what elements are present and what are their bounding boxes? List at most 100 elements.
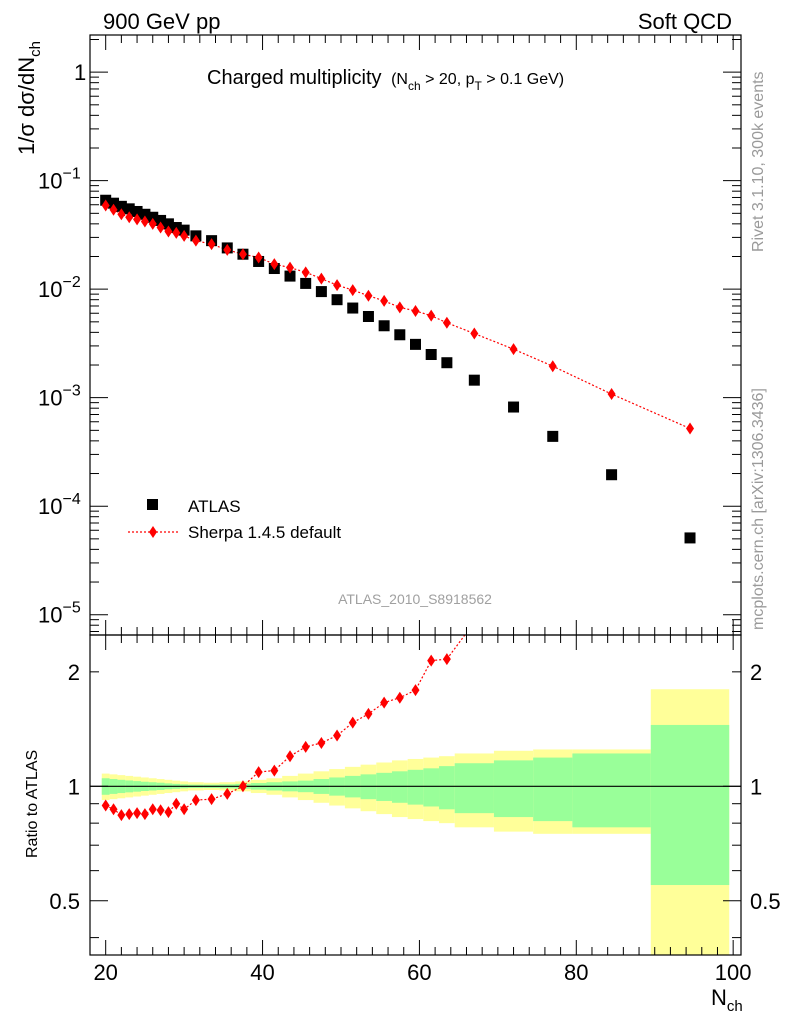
sherpa-point bbox=[238, 248, 247, 261]
ratio-y-tick-label-right: 1 bbox=[750, 774, 762, 799]
ratio-sherpa-point bbox=[207, 793, 216, 806]
sherpa-point bbox=[180, 229, 189, 242]
stat-uncertainty-band bbox=[423, 768, 440, 807]
sherpa-point bbox=[286, 261, 295, 274]
atlas-point bbox=[606, 469, 618, 481]
header-right: Soft QCD bbox=[638, 9, 732, 34]
stat-uncertainty-band bbox=[650, 724, 730, 886]
ratio-marks bbox=[90, 536, 741, 955]
ratio-sherpa-point bbox=[191, 794, 200, 807]
main-title-open: (N bbox=[391, 71, 408, 88]
x-tick-label: 40 bbox=[250, 960, 274, 985]
sherpa-point bbox=[548, 360, 557, 373]
x-tick-label: 80 bbox=[564, 960, 588, 985]
ratio-y-tick-label: 0.5 bbox=[49, 889, 80, 914]
ratio-sherpa-point bbox=[470, 616, 478, 628]
ratio-sherpa-point bbox=[333, 729, 342, 742]
sherpa-point bbox=[364, 289, 373, 302]
atlas-point bbox=[315, 286, 327, 298]
ratio-sherpa-point bbox=[156, 804, 165, 817]
sherpa-point bbox=[607, 388, 616, 401]
main-y-axis-label: 1/σ dσ/dNch bbox=[14, 41, 44, 155]
sherpa-point bbox=[125, 211, 134, 224]
ratio-y-tick-label-right: 2 bbox=[750, 660, 762, 685]
atlas-point bbox=[378, 320, 390, 332]
sherpa-point bbox=[164, 225, 173, 238]
mcplots-label: mcplots.cern.ch [arXiv:1306.3436] bbox=[750, 388, 767, 630]
main-y-tick-label: 10−4 bbox=[38, 491, 81, 519]
ratio-sherpa-point bbox=[117, 809, 126, 822]
atlas-point bbox=[684, 532, 696, 544]
atlas-point bbox=[139, 208, 151, 220]
atlas-point bbox=[155, 214, 167, 226]
sherpa-point bbox=[270, 258, 279, 271]
atlas-point bbox=[410, 338, 421, 350]
sherpa-point bbox=[254, 251, 263, 264]
ratio-sherpa-point bbox=[286, 750, 295, 763]
sherpa-point bbox=[223, 243, 232, 256]
ratio-sherpa-point bbox=[395, 691, 404, 704]
x-tick-label: 60 bbox=[407, 960, 431, 985]
sherpa-point bbox=[191, 234, 200, 247]
atlas-point bbox=[147, 211, 159, 223]
main-y-tick-label: 10−3 bbox=[38, 383, 81, 411]
ratio-sherpa-point bbox=[254, 766, 263, 779]
rivet-label: Rivet 3.1.10, 300k events bbox=[750, 71, 767, 252]
sherpa-point bbox=[333, 279, 342, 292]
sherpa-point bbox=[686, 422, 695, 435]
ratio-panel: 20 40 60 80 100 0.5 0.5 1 1 2 2 Ratio to ATLAS Nch bbox=[24, 536, 781, 1015]
sherpa-point bbox=[317, 272, 326, 285]
sherpa-point bbox=[117, 208, 126, 221]
atlas-point bbox=[108, 197, 120, 209]
main-title: Charged multiplicity (Nch > 20, pT > 0.1… bbox=[207, 67, 564, 93]
main-y-tick-label: 10−1 bbox=[38, 166, 81, 194]
main-title-main: Charged multiplicity bbox=[207, 67, 382, 89]
stat-uncertainty-band bbox=[533, 757, 573, 822]
legend: ATLAS Sherpa 1.4.5 default bbox=[128, 497, 341, 542]
atlas-point bbox=[347, 302, 359, 314]
ratio-sherpa-point bbox=[364, 707, 373, 720]
ratio-y-tick-label-right: 0.5 bbox=[750, 889, 781, 914]
atlas-point bbox=[284, 270, 296, 282]
x-tick-label: 20 bbox=[93, 960, 117, 985]
sherpa-point bbox=[348, 284, 357, 297]
ratio-sherpa-point bbox=[133, 807, 142, 820]
ratio-sherpa-point bbox=[442, 653, 451, 666]
sherpa-point bbox=[133, 213, 142, 226]
atlas-point bbox=[425, 349, 437, 361]
ratio-ticks: 20 40 60 80 100 0.5 0.5 1 1 2 2 bbox=[49, 635, 781, 985]
main-title-mid: > 20, p bbox=[421, 71, 475, 88]
main-y-ticks: 1 10−1 10−2 10−3 10−4 10−5 bbox=[38, 35, 741, 635]
stat-uncertainty-band bbox=[439, 766, 455, 810]
atlas-point bbox=[508, 401, 520, 413]
sherpa-point bbox=[470, 327, 479, 340]
ratio-sherpa-point bbox=[140, 808, 149, 821]
atlas-point bbox=[362, 310, 374, 322]
main-y-tick-label: 10−2 bbox=[38, 274, 81, 302]
ratio-sherpa-point bbox=[348, 716, 357, 729]
analysis-watermark: ATLAS_2010_S8918562 bbox=[338, 591, 492, 607]
ratio-sherpa-point bbox=[238, 780, 247, 793]
stat-uncertainty-band bbox=[454, 763, 494, 814]
ratio-y-tick-label: 1 bbox=[68, 774, 80, 799]
sherpa-point bbox=[380, 294, 389, 307]
main-panel: 1 10−1 10−2 10−3 10−4 10−5 Charged multiplici… bbox=[14, 34, 742, 636]
ratio-sherpa-point bbox=[270, 764, 279, 777]
main-title-sub1: ch bbox=[408, 79, 421, 93]
main-title-sub2: T bbox=[474, 79, 482, 93]
atlas-point bbox=[441, 357, 453, 369]
atlas-point bbox=[162, 218, 174, 230]
ratio-sherpa-point bbox=[164, 806, 173, 819]
sherpa-point bbox=[395, 301, 404, 314]
sherpa-point bbox=[140, 215, 149, 228]
ratio-sherpa-point bbox=[549, 536, 557, 548]
atlas-point bbox=[394, 329, 406, 341]
ratio-y-axis-label: Ratio to ATLAS bbox=[24, 750, 41, 858]
sherpa-point bbox=[172, 226, 181, 239]
atlas-point bbox=[331, 294, 343, 306]
ratio-sherpa-point bbox=[223, 787, 232, 800]
main-y-tick-label: 10−5 bbox=[38, 600, 81, 628]
ratio-sherpa-point bbox=[380, 696, 389, 709]
legend-sherpa-marker bbox=[149, 526, 157, 538]
ratio-sherpa-point bbox=[148, 803, 157, 816]
